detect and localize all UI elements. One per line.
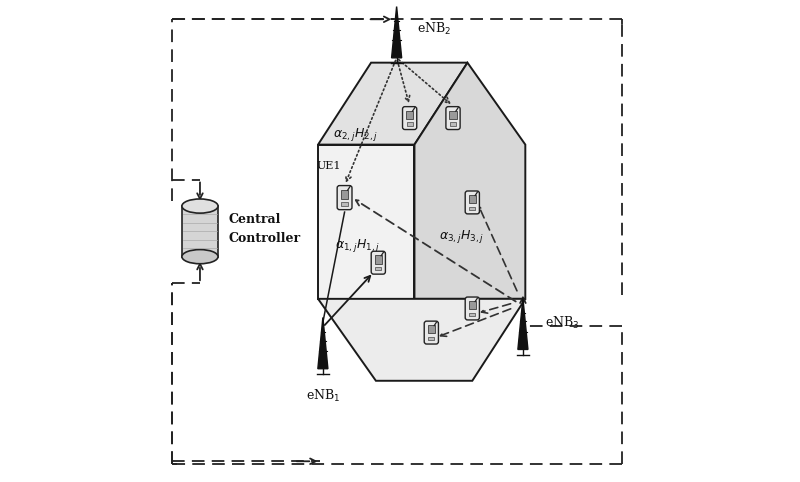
Text: $\alpha_{2,j}H_{2,j}$: $\alpha_{2,j}H_{2,j}$ [333, 126, 378, 144]
Polygon shape [318, 63, 467, 145]
FancyBboxPatch shape [402, 107, 417, 130]
Bar [374, 255, 382, 264]
Text: Central: Central [229, 213, 282, 226]
FancyBboxPatch shape [446, 107, 460, 130]
Bar [428, 325, 435, 334]
Bar [341, 190, 348, 199]
FancyBboxPatch shape [337, 186, 352, 210]
Polygon shape [518, 298, 528, 349]
Text: eNB$_2$: eNB$_2$ [417, 21, 451, 37]
Polygon shape [391, 7, 402, 58]
Bar [469, 301, 476, 309]
Text: UE1: UE1 [316, 161, 341, 171]
Text: $\alpha_{1,j}H_{1,j}$: $\alpha_{1,j}H_{1,j}$ [335, 237, 380, 254]
Bar [406, 122, 413, 126]
Bar [375, 267, 382, 270]
Polygon shape [318, 299, 526, 381]
Text: $\alpha_{3,j}H_{3,j}$: $\alpha_{3,j}H_{3,j}$ [438, 228, 483, 245]
FancyBboxPatch shape [424, 321, 438, 344]
Bar [406, 111, 413, 119]
Polygon shape [414, 63, 526, 299]
Polygon shape [318, 318, 328, 369]
Bar [470, 207, 475, 210]
Bar [182, 206, 218, 256]
FancyBboxPatch shape [465, 191, 479, 214]
Text: eNB$_1$: eNB$_1$ [306, 388, 340, 404]
Bar [469, 195, 476, 203]
Ellipse shape [182, 199, 218, 213]
FancyBboxPatch shape [371, 251, 386, 274]
Text: Controller: Controller [229, 232, 301, 245]
Bar [470, 313, 475, 316]
Ellipse shape [182, 250, 218, 264]
Bar [428, 337, 434, 340]
Bar [450, 122, 456, 126]
Text: eNB$_3$: eNB$_3$ [545, 315, 579, 331]
Bar [342, 202, 348, 206]
FancyBboxPatch shape [465, 297, 479, 320]
Polygon shape [318, 145, 414, 299]
Bar [450, 111, 457, 119]
